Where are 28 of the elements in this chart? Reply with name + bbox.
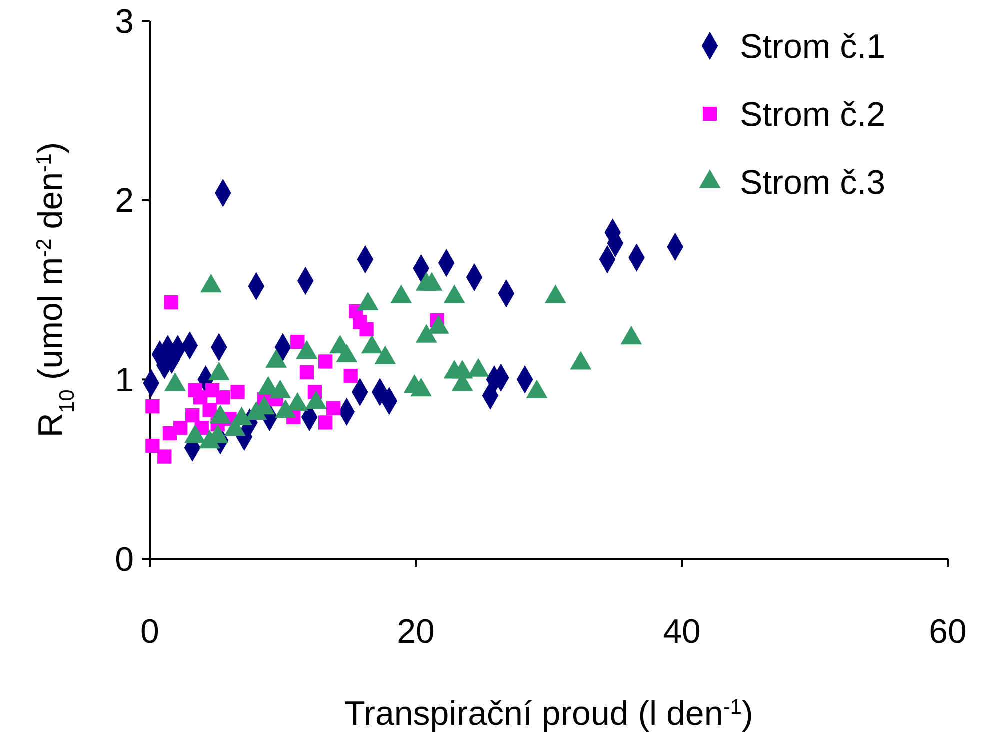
- y-tick-label: 3: [115, 2, 134, 41]
- point: [146, 399, 160, 414]
- y-tick-label: 0: [115, 540, 134, 579]
- point: [230, 385, 245, 400]
- point: [158, 450, 172, 464]
- point: [185, 408, 200, 423]
- legend-label: Strom č.3: [740, 164, 886, 202]
- point: [202, 403, 217, 418]
- x-tick-label: 60: [929, 613, 967, 651]
- legend-label: Strom č.1: [740, 28, 886, 66]
- x-tick-label: 20: [397, 613, 435, 651]
- point: [300, 365, 314, 380]
- y-tick-label: 1: [115, 362, 134, 400]
- x-tick-label: 0: [140, 613, 160, 651]
- point: [344, 369, 358, 384]
- point: [318, 416, 333, 430]
- y-tick-label: 2: [115, 182, 134, 220]
- point: [326, 401, 341, 416]
- legend-label: Strom č.2: [740, 96, 886, 134]
- x-tick-label: 40: [663, 613, 701, 651]
- point: [164, 295, 178, 310]
- x-axis-title: Transpirační proud (l den$^{-1}$): [344, 695, 754, 733]
- point: [216, 390, 230, 405]
- point: [318, 354, 333, 369]
- point: [146, 438, 160, 454]
- point: [174, 421, 188, 436]
- point: [360, 322, 374, 337]
- point: [290, 334, 305, 350]
